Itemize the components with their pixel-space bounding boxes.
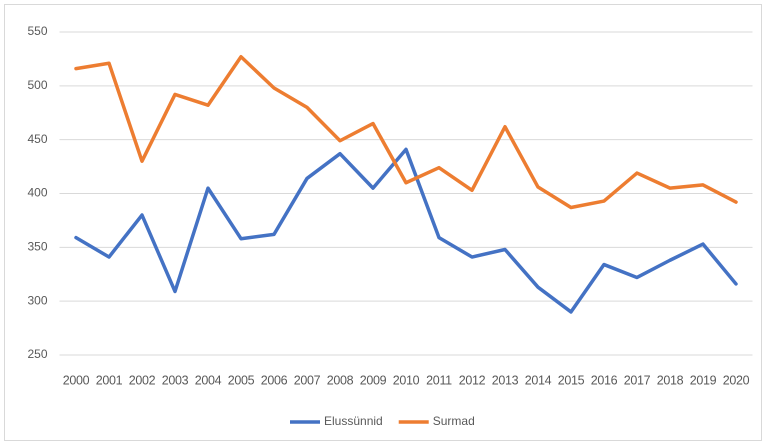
y-tick-label: 550 <box>27 24 47 38</box>
x-tick-label: 2006 <box>261 373 288 387</box>
x-tick-label: 2002 <box>129 373 156 387</box>
y-tick-label: 450 <box>27 132 47 146</box>
x-tick-label: 2019 <box>690 373 717 387</box>
x-tick-label: 2020 <box>723 373 750 387</box>
x-tick-label: 2017 <box>624 373 651 387</box>
legend-label: Surmad <box>433 414 475 428</box>
y-tick-label: 250 <box>27 347 47 361</box>
x-tick-label: 2004 <box>195 373 222 387</box>
x-tick-label: 2005 <box>228 373 255 387</box>
legend-label: Elussünnid <box>324 414 383 428</box>
x-tick-label: 2013 <box>492 373 519 387</box>
x-tick-label: 2014 <box>525 373 552 387</box>
chart-border <box>4 4 762 441</box>
x-tick-label: 2018 <box>657 373 684 387</box>
x-tick-label: 2010 <box>393 373 420 387</box>
x-tick-label: 2015 <box>558 373 585 387</box>
x-tick-label: 2008 <box>327 373 354 387</box>
x-tick-label: 2016 <box>591 373 618 387</box>
y-tick-label: 400 <box>27 186 47 200</box>
y-tick-label: 500 <box>27 78 47 92</box>
x-tick-label: 2000 <box>63 373 90 387</box>
line-series <box>74 147 738 314</box>
x-tick-label: 2009 <box>360 373 387 387</box>
x-tick-label: 2012 <box>459 373 486 387</box>
y-tick-label: 350 <box>27 240 47 254</box>
x-tick-label: 2011 <box>426 373 452 387</box>
y-tick-label: 300 <box>27 293 47 307</box>
x-tick-label: 2003 <box>162 373 189 387</box>
x-tick-label: 2007 <box>294 373 321 387</box>
line-series <box>74 55 738 210</box>
x-tick-label: 2001 <box>96 373 123 387</box>
